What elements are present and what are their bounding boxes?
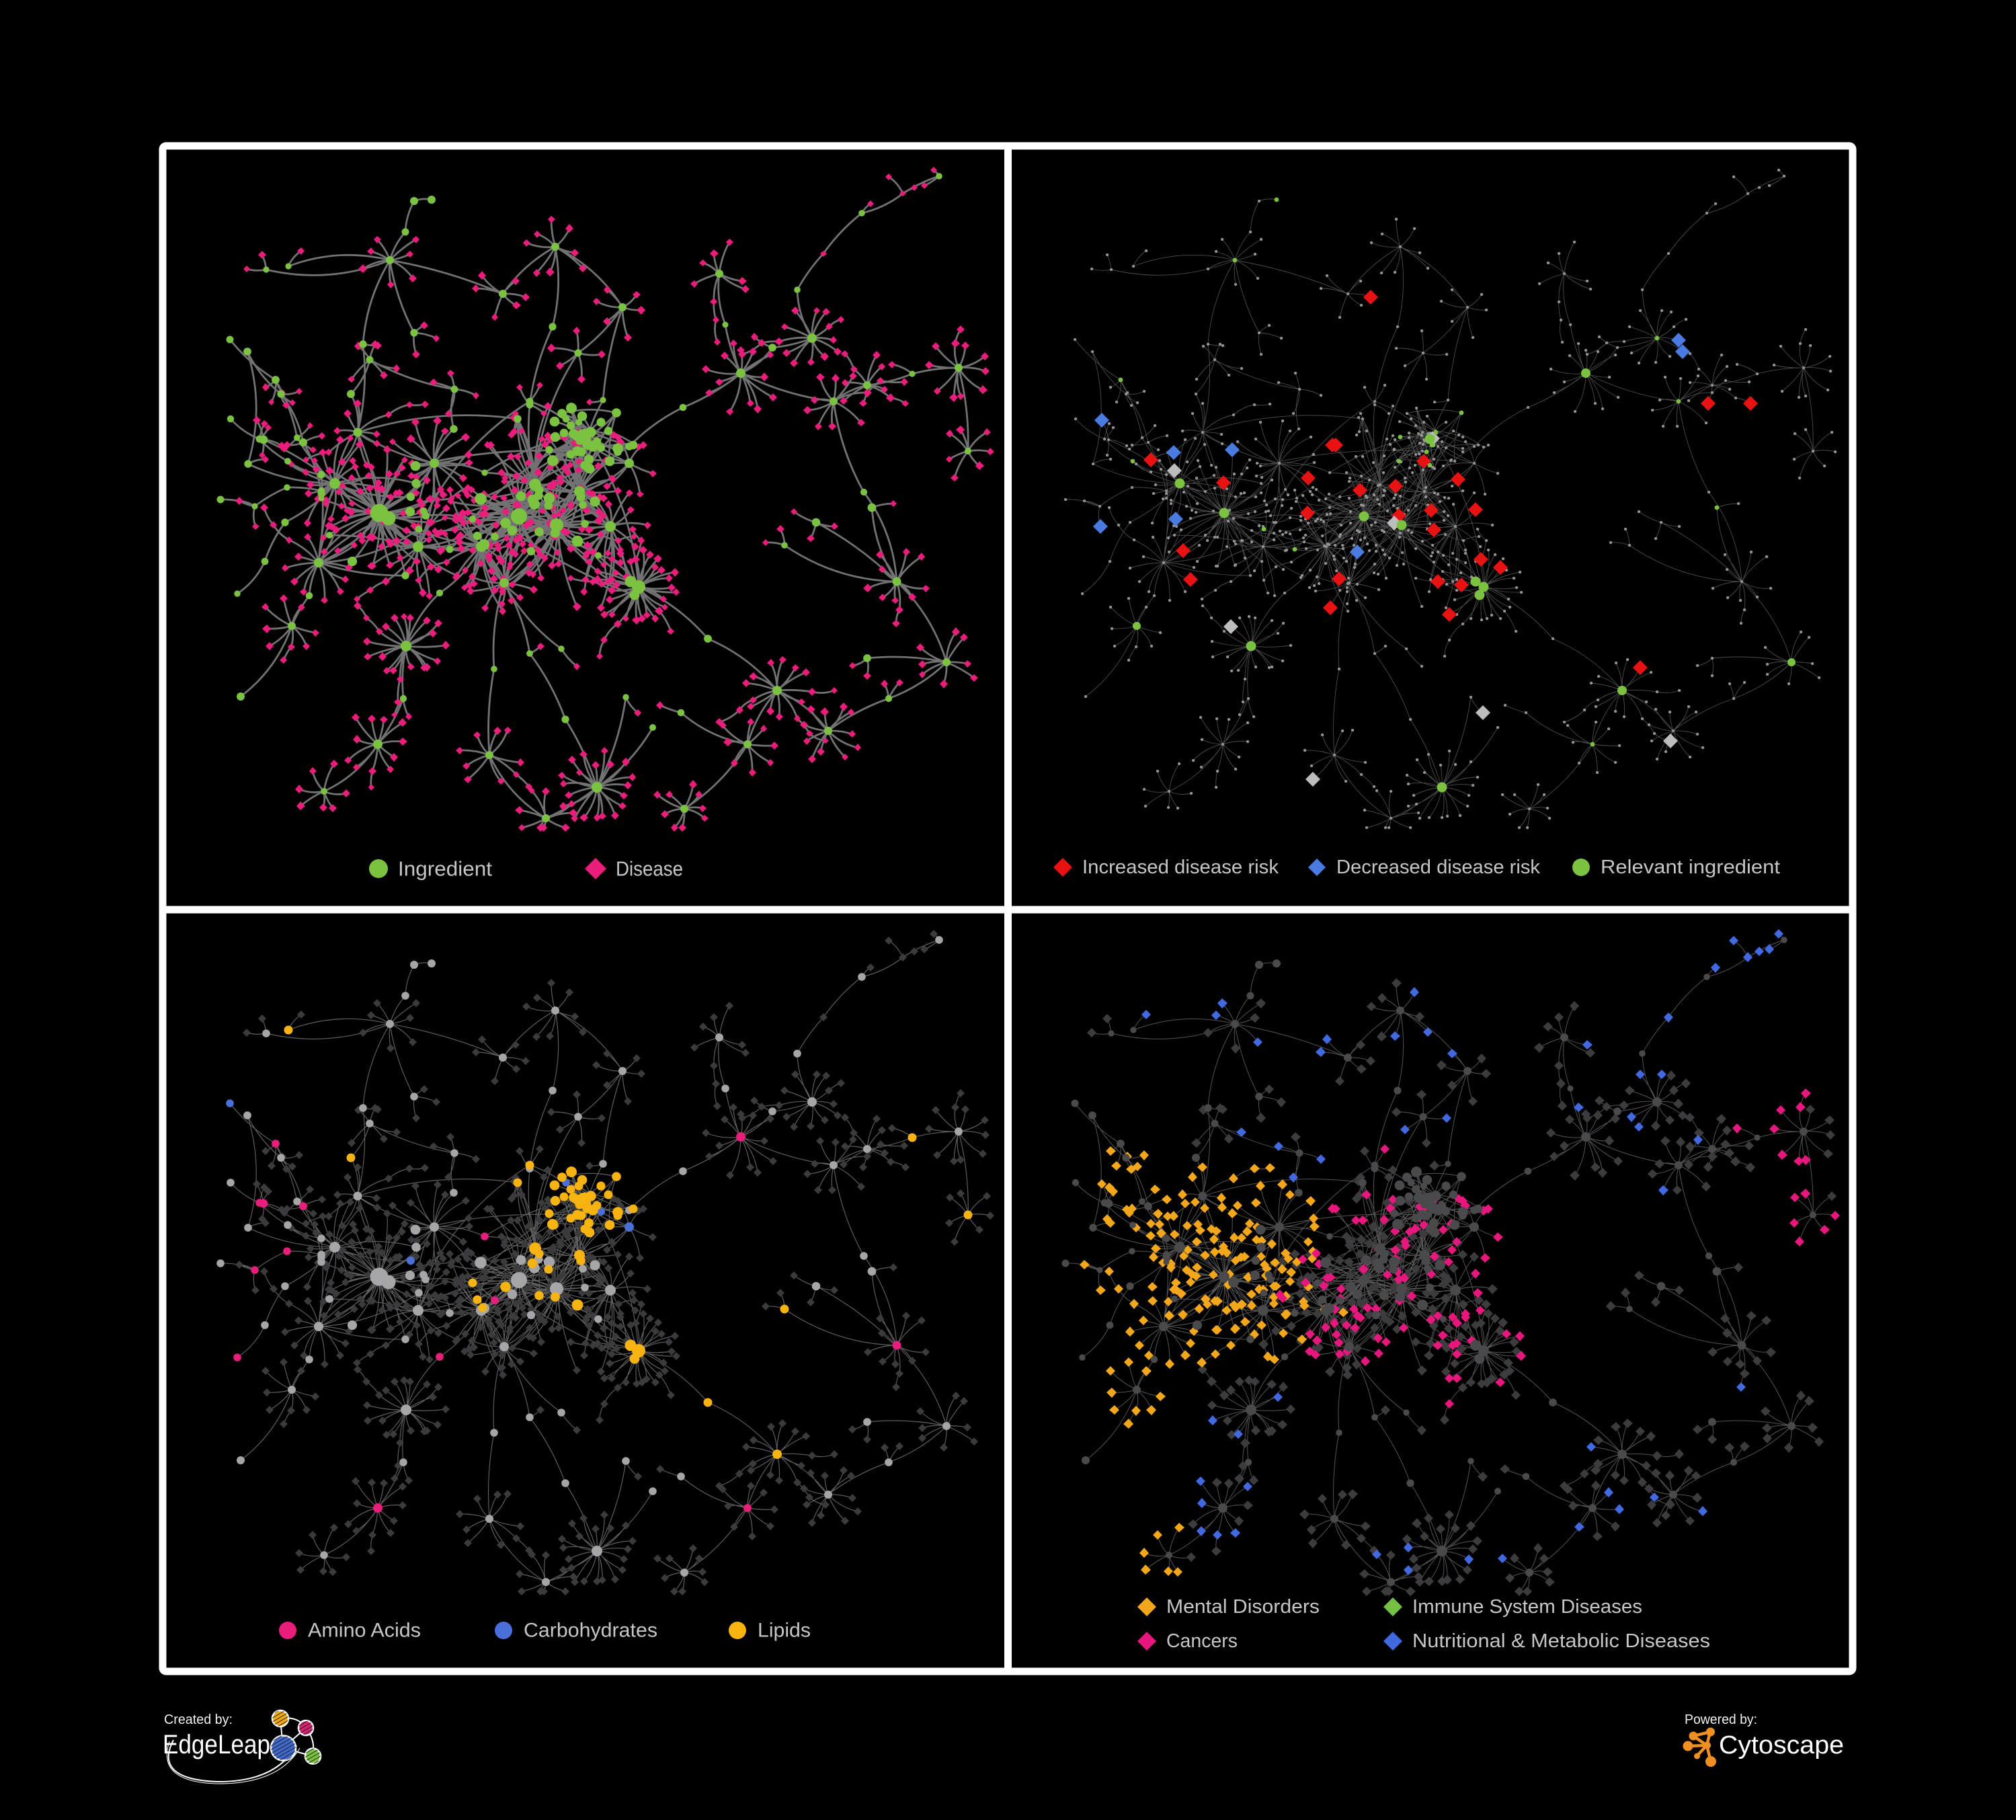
- svg-text:Created by:: Created by:: [164, 1712, 233, 1727]
- svg-text:Decreased disease risk: Decreased disease risk: [1336, 857, 1540, 878]
- svg-text:Immune System Diseases: Immune System Diseases: [1412, 1596, 1642, 1618]
- svg-text:Lipids: Lipids: [758, 1620, 811, 1642]
- svg-text:Amino Acids: Amino Acids: [308, 1620, 421, 1642]
- svg-text:Powered by:: Powered by:: [1685, 1712, 1757, 1727]
- svg-text:Mental Disorders: Mental Disorders: [1166, 1596, 1320, 1618]
- svg-text:Ingredient: Ingredient: [398, 857, 492, 881]
- svg-text:Relevant ingredient: Relevant ingredient: [1601, 857, 1780, 878]
- svg-text:Cancers: Cancers: [1166, 1630, 1238, 1652]
- svg-text:EdgeLeap: EdgeLeap: [163, 1730, 270, 1759]
- svg-text:Carbohydrates: Carbohydrates: [524, 1620, 657, 1642]
- svg-text:Nutritional & Metabolic Diseas: Nutritional & Metabolic Diseases: [1412, 1630, 1710, 1652]
- svg-text:Disease: Disease: [616, 857, 683, 881]
- svg-text:Cytoscape: Cytoscape: [1719, 1731, 1844, 1759]
- svg-text:Increased disease risk: Increased disease risk: [1082, 857, 1279, 878]
